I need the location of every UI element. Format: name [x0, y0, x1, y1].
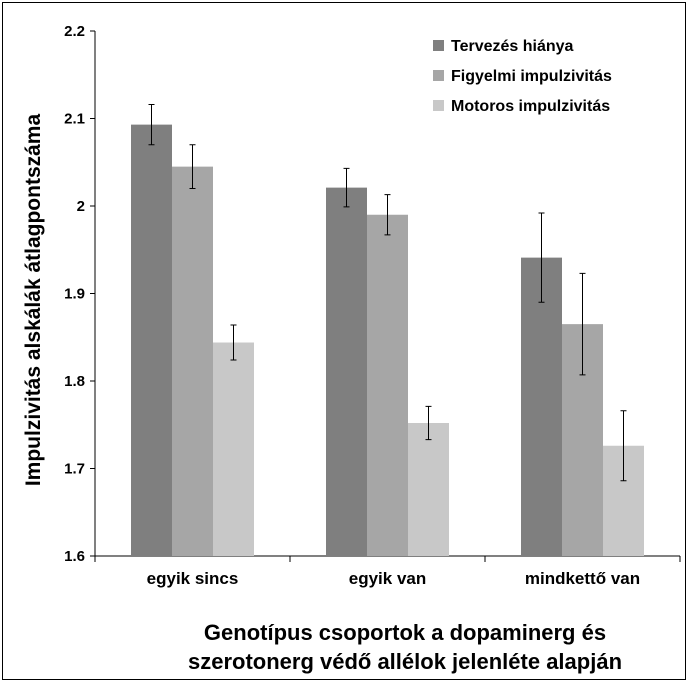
legend-label: Tervezés hiánya — [451, 38, 574, 55]
bars — [131, 124, 644, 556]
x-category-labels: egyik sincs egyik van mindkettő van — [147, 569, 640, 588]
legend-swatch — [433, 70, 444, 81]
legend-swatch — [433, 40, 444, 51]
y-tick-label: 1.9 — [64, 286, 85, 303]
y-tick-label: 1.7 — [64, 461, 85, 478]
x-category-label: egyik van — [349, 569, 427, 588]
x-axis-label-line-1: Genotípus csoportok a dopaminerg és — [204, 620, 606, 645]
bar — [367, 214, 408, 556]
legend-label: Figyelmi impulzivitás — [451, 68, 612, 85]
x-category-label: egyik sincs — [147, 569, 239, 588]
x-axis-label-line-2: szerotonerg védő allélok jelenléte alapj… — [188, 649, 622, 674]
y-tick-label: 2.2 — [64, 23, 85, 40]
bar — [213, 342, 254, 556]
error-bars — [148, 104, 627, 482]
y-tick-label: 2.1 — [64, 111, 85, 128]
bar — [172, 166, 213, 556]
y-tick-label: 2 — [77, 198, 85, 215]
bar — [326, 187, 367, 556]
bar — [408, 423, 449, 556]
legend: Tervezés hiánya Figyelmi impulzivitás Moto… — [433, 38, 612, 115]
bar — [521, 257, 562, 556]
y-axis-label: Impulzivitás alskálák átlagpontszáma — [22, 114, 45, 487]
y-tick-labels: 1.6 1.7 1.8 1.9 2 2.1 2.2 — [64, 23, 85, 565]
legend-label: Motoros impulzivitás — [451, 98, 610, 115]
x-category-label: mindkettő van — [525, 569, 640, 588]
y-tick-label: 1.8 — [64, 373, 85, 390]
y-tick-label: 1.6 — [64, 548, 85, 565]
legend-swatch — [433, 100, 444, 111]
bar — [131, 124, 172, 556]
